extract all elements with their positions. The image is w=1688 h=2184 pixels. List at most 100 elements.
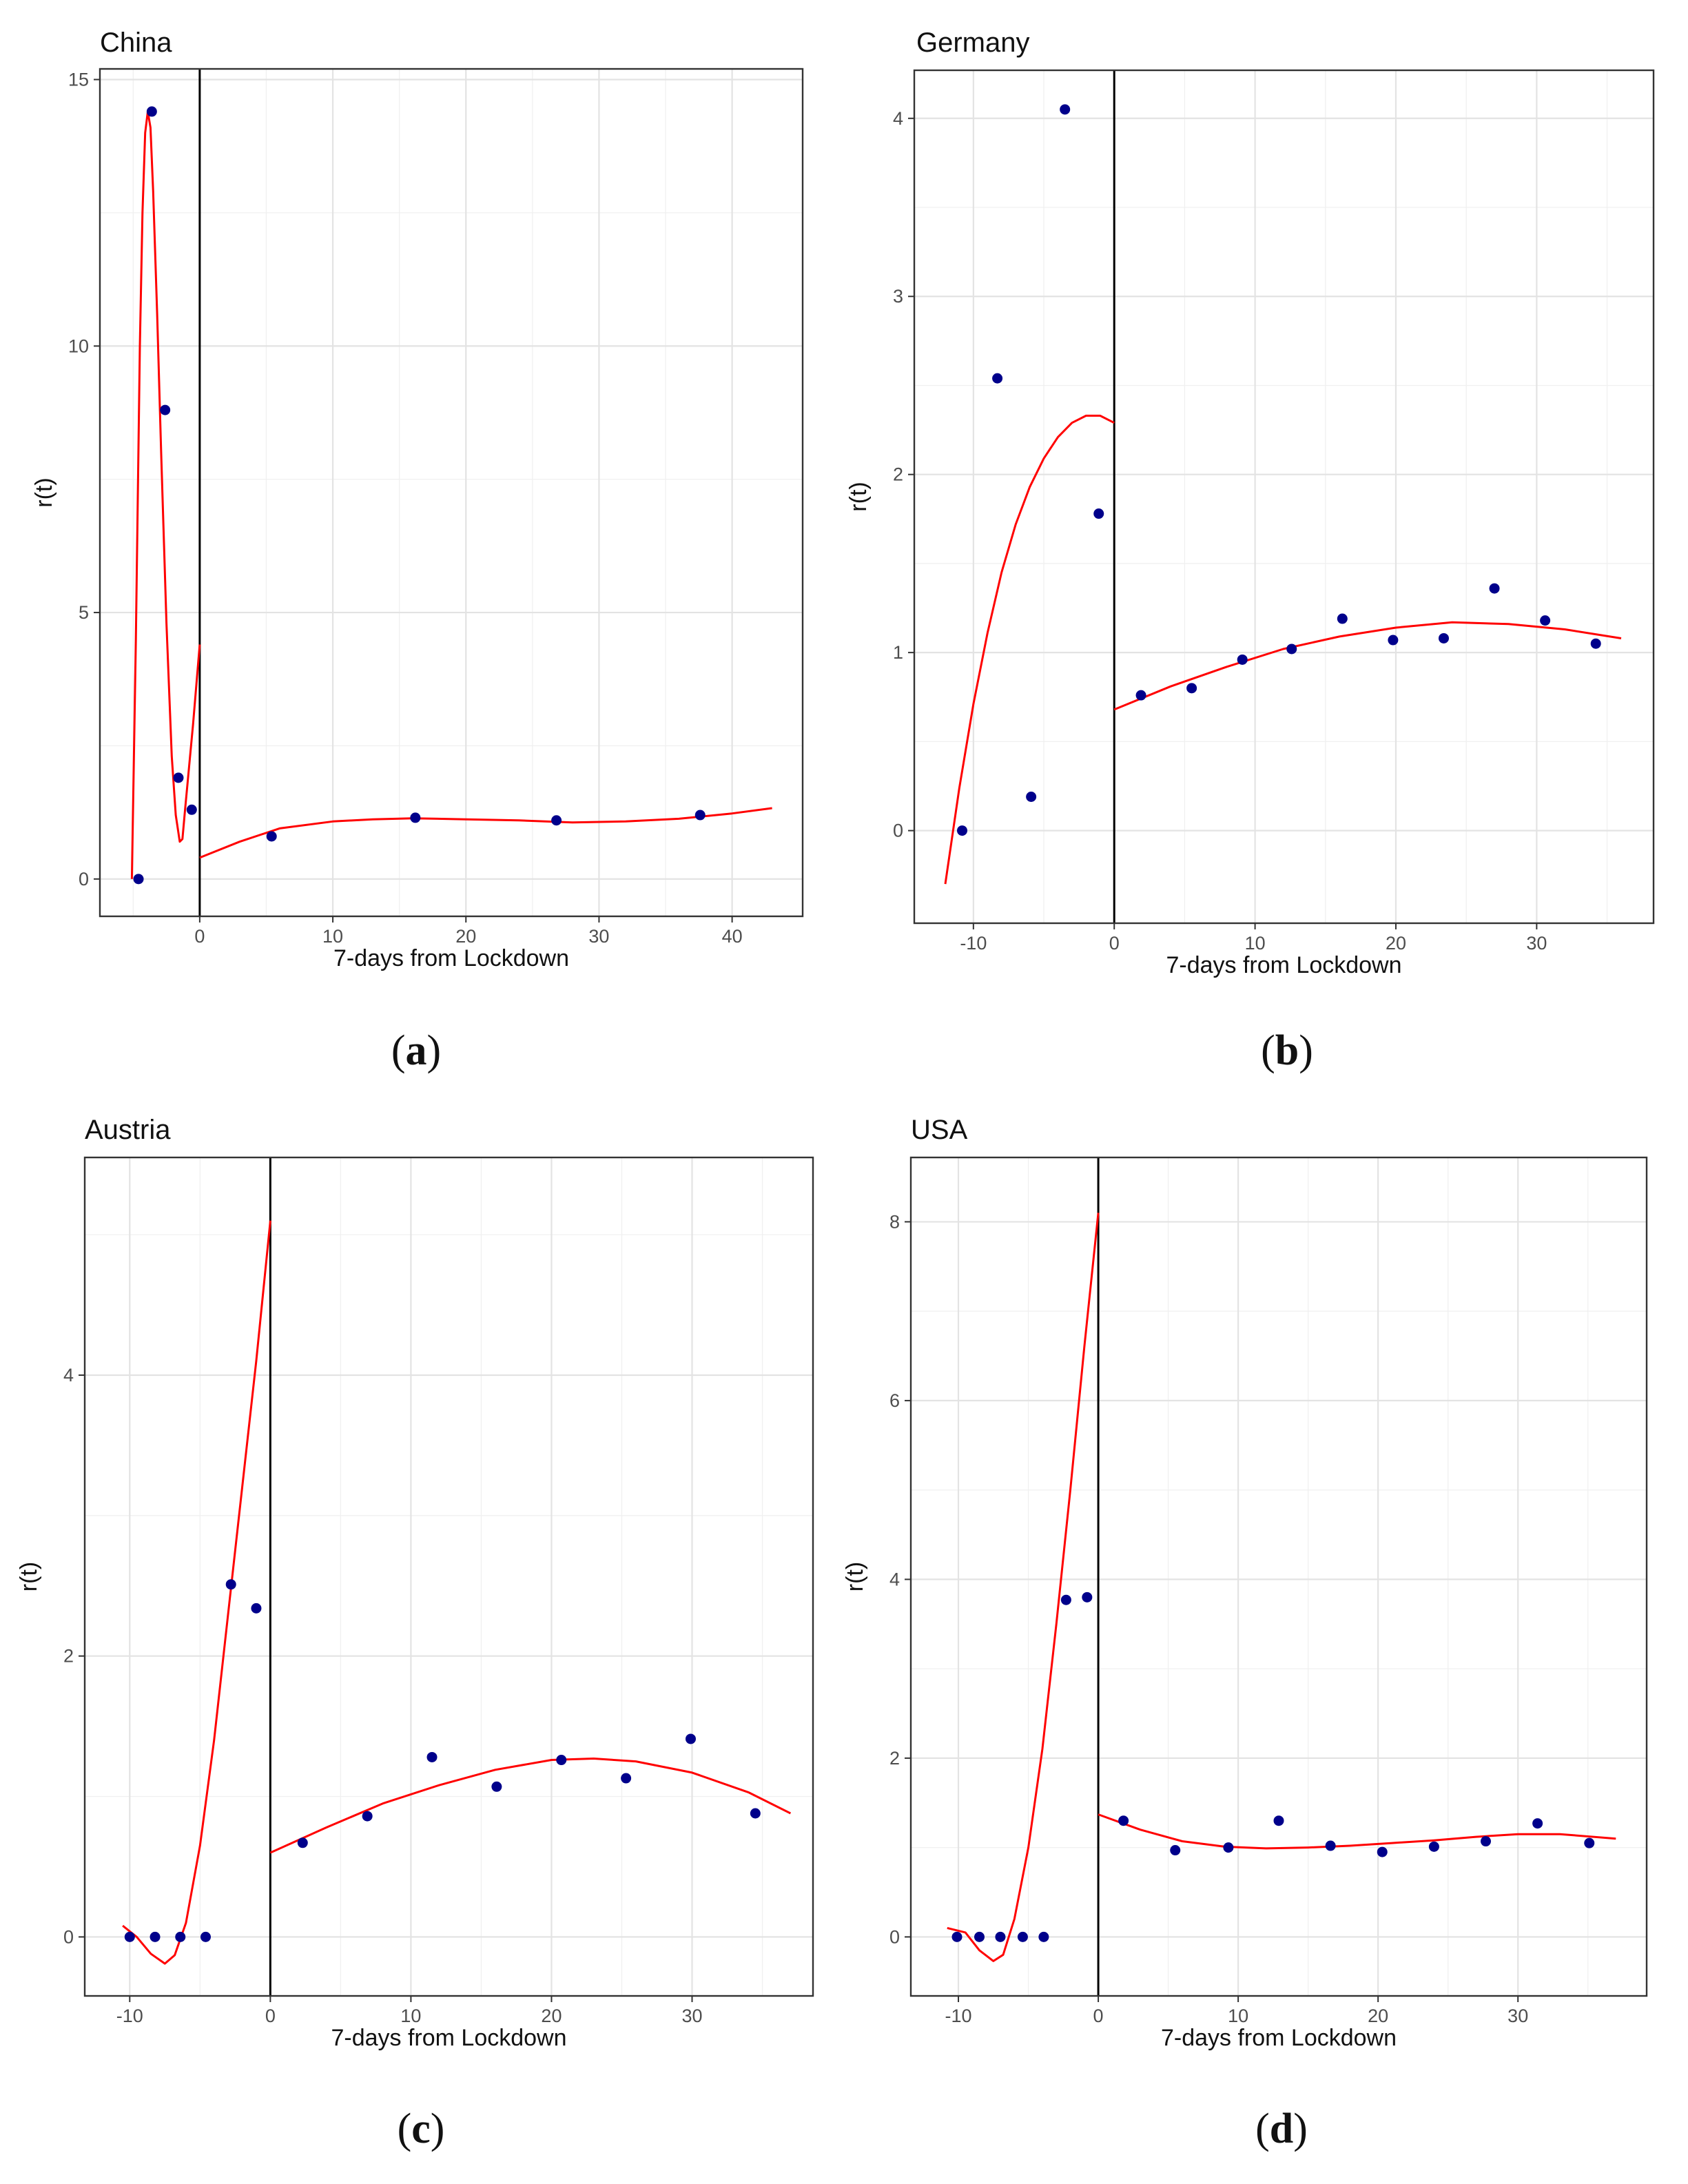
data-point xyxy=(1082,1591,1093,1603)
data-point xyxy=(150,1931,161,1942)
panel-label: (c) xyxy=(398,2105,445,2152)
y-axis-label: r(t) xyxy=(31,477,57,507)
panel-label-close-paren: ) xyxy=(1299,1027,1313,1074)
y-tick-label: 4 xyxy=(63,1365,74,1385)
y-tick-label: 2 xyxy=(63,1646,74,1667)
x-tick-label: 10 xyxy=(322,926,343,947)
data-point xyxy=(995,1931,1006,1942)
data-point xyxy=(956,825,967,836)
y-tick-label: 2 xyxy=(893,464,903,485)
data-point xyxy=(1170,1845,1181,1856)
x-tick-label: 30 xyxy=(588,926,609,947)
y-tick-label: 2 xyxy=(889,1748,900,1769)
x-tick-label: -10 xyxy=(116,2006,143,2026)
data-point xyxy=(1186,683,1197,694)
data-point xyxy=(1135,690,1146,701)
data-point xyxy=(1017,1931,1028,1942)
fit-curve-segment-1 xyxy=(122,1220,271,1965)
data-point xyxy=(225,1579,236,1590)
data-point xyxy=(1060,1594,1071,1605)
fit-curve-segment-2 xyxy=(1113,621,1622,711)
data-point xyxy=(186,804,197,815)
x-tick-label: -10 xyxy=(945,2006,972,2026)
panel-border xyxy=(83,1156,814,1997)
x-tick-label: 30 xyxy=(681,2006,702,2026)
panel-label-close-paren: ) xyxy=(427,1027,442,1074)
x-axis-label: 7-days from Lockdown xyxy=(333,945,569,971)
chart-panel-d: -10 0 10 20 30 0 2 4 6 8 USA 7-days from Lockdown r(… xyxy=(842,1115,1648,2152)
y-tick-label: 0 xyxy=(889,1926,900,1947)
y-tick-label: 3 xyxy=(893,286,903,307)
data-point xyxy=(146,106,157,117)
data-point xyxy=(1584,1837,1595,1848)
data-point xyxy=(160,404,171,415)
y-tick-label: 0 xyxy=(63,1926,74,1947)
data-point xyxy=(1438,632,1449,643)
x-tick-label: 0 xyxy=(265,2006,276,2026)
x-tick-label: 0 xyxy=(194,926,205,947)
y-tick-label: 6 xyxy=(889,1390,900,1411)
data-point xyxy=(426,1751,438,1762)
x-tick-label: 10 xyxy=(1245,933,1266,954)
fit-curve-segment-2 xyxy=(199,807,772,859)
panel-label-open-paren: ( xyxy=(391,1027,406,1074)
y-tick-label: 5 xyxy=(79,602,89,623)
data-point xyxy=(1481,1836,1492,1847)
data-point xyxy=(1540,615,1551,626)
panel-label: (a) xyxy=(391,1027,441,1074)
x-tick-label: 30 xyxy=(1507,2006,1528,2026)
chart-title: Germany xyxy=(916,28,1030,58)
y-tick-label: 8 xyxy=(889,1211,900,1232)
y-tick-label: 15 xyxy=(68,69,89,90)
data-point xyxy=(1060,104,1071,115)
data-point xyxy=(1237,654,1248,665)
data-point xyxy=(173,772,184,783)
chart-title: Austria xyxy=(85,1115,171,1145)
fit-curve-segment-2 xyxy=(269,1758,792,1854)
panel-label: (b) xyxy=(1261,1027,1313,1074)
data-point xyxy=(297,1837,308,1848)
fit-curve-segment-1 xyxy=(947,1213,1100,1962)
panel-label: (d) xyxy=(1255,2105,1308,2152)
panel-border xyxy=(913,69,1655,925)
data-point xyxy=(410,812,421,823)
data-point xyxy=(1428,1841,1439,1852)
y-axis-label: r(t) xyxy=(845,482,872,511)
fit-curve-segment-1 xyxy=(944,414,1115,885)
y-tick-label: 0 xyxy=(79,869,89,889)
data-point xyxy=(951,1931,963,1942)
panel-label-letter: c xyxy=(411,2105,431,2152)
data-point xyxy=(750,1808,761,1819)
data-point xyxy=(1286,643,1297,655)
plot-background xyxy=(85,1157,813,1996)
data-point xyxy=(1337,613,1348,624)
data-point xyxy=(1590,638,1601,649)
data-point xyxy=(551,815,562,826)
x-tick-label: 0 xyxy=(1093,2006,1104,2026)
chart-panel-c: -10 0 10 20 30 0 2 4 Austria 7-days from Lockdown… xyxy=(16,1115,814,2152)
data-point xyxy=(251,1603,262,1614)
data-point xyxy=(133,874,144,885)
chart-panel-a: 0 10 20 30 40 0 5 10 15 China 7-days from Lockdown… xyxy=(31,28,804,1074)
data-point xyxy=(1273,1815,1284,1826)
plot-background xyxy=(914,70,1654,923)
data-point xyxy=(621,1773,632,1784)
x-tick-label: 20 xyxy=(455,926,476,947)
data-point xyxy=(1118,1815,1129,1826)
panel-label-open-paren: ( xyxy=(1261,1027,1275,1074)
x-tick-label: -10 xyxy=(960,933,987,954)
data-point xyxy=(1489,583,1500,594)
data-point xyxy=(362,1811,373,1822)
y-tick-label: 4 xyxy=(889,1569,900,1589)
x-tick-label: 20 xyxy=(1368,2006,1388,2026)
data-point xyxy=(1325,1840,1336,1851)
data-point xyxy=(1377,1846,1388,1857)
data-point xyxy=(1532,1818,1543,1829)
x-axis-label: 7-days from Lockdown xyxy=(331,2025,566,2051)
x-tick-label: 0 xyxy=(1109,933,1120,954)
data-point xyxy=(1038,1931,1049,1942)
x-axis-label: 7-days from Lockdown xyxy=(1161,2025,1397,2051)
x-tick-label: 10 xyxy=(400,2006,421,2026)
y-tick-label: 1 xyxy=(893,642,903,663)
